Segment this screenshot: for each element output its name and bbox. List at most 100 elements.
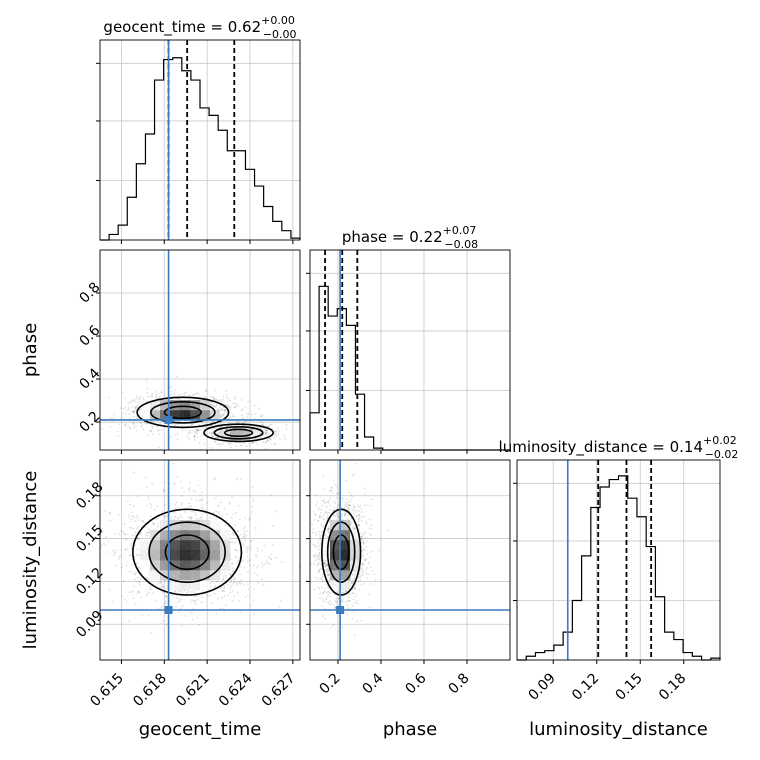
- sample-point: [175, 606, 178, 608]
- sample-point: [203, 396, 206, 399]
- sample-point: [262, 583, 265, 586]
- sample-point: [150, 631, 153, 634]
- sample-point: [175, 597, 178, 600]
- sample-point: [127, 406, 130, 409]
- sample-point: [124, 425, 127, 428]
- sample-point: [199, 429, 202, 432]
- contour-line: [132, 508, 243, 596]
- sample-point: [362, 542, 365, 545]
- sample-point: [322, 525, 325, 528]
- sample-point: [332, 624, 335, 626]
- sample-point: [223, 410, 226, 413]
- sample-point: [158, 446, 161, 449]
- sample-point: [183, 615, 186, 617]
- sample-point: [132, 471, 135, 474]
- sample-point: [361, 556, 363, 559]
- sample-point: [232, 531, 234, 534]
- sample-point: [320, 568, 323, 571]
- sample-point: [341, 496, 344, 499]
- sample-point: [195, 432, 198, 435]
- sample-point: [132, 528, 135, 530]
- sample-point: [147, 591, 150, 594]
- sample-point: [358, 515, 360, 517]
- sample-point: [123, 523, 126, 525]
- sample-point: [244, 406, 247, 408]
- sample-point: [120, 595, 123, 598]
- axes-frame: [99, 249, 301, 451]
- sample-point: [325, 591, 328, 594]
- sample-point: [231, 413, 234, 416]
- sample-point: [269, 423, 271, 426]
- sample-point: [221, 413, 224, 416]
- sample-point: [361, 532, 364, 535]
- density-cell: [340, 570, 351, 581]
- sample-point: [243, 584, 246, 586]
- sample-point: [329, 591, 332, 594]
- sample-point: [227, 442, 230, 444]
- sample-point: [322, 499, 325, 502]
- sample-point: [228, 405, 230, 408]
- sample-point: [228, 572, 231, 575]
- sample-point: [162, 489, 165, 492]
- sample-point: [358, 517, 361, 520]
- density-cell: [170, 410, 181, 421]
- sample-point: [370, 498, 373, 501]
- sample-point: [235, 421, 238, 424]
- sample-point: [318, 548, 321, 551]
- sample-point: [247, 413, 250, 415]
- density-cell: [180, 560, 191, 571]
- sample-point: [172, 511, 174, 514]
- sample-point: [150, 393, 153, 396]
- sample-point: [261, 414, 264, 417]
- sample-point: [128, 570, 131, 573]
- sample-point: [351, 579, 354, 582]
- axes-frame: [99, 459, 301, 661]
- sample-point: [321, 516, 323, 518]
- sample-point: [122, 530, 125, 533]
- sample-point: [197, 428, 199, 431]
- sample-point: [318, 555, 320, 557]
- sample-point: [324, 600, 327, 603]
- sample-point: [150, 504, 153, 507]
- sample-point: [162, 586, 165, 589]
- sample-point: [132, 421, 135, 424]
- sample-point: [213, 592, 216, 595]
- sample-point: [333, 604, 335, 607]
- sample-point: [131, 405, 134, 408]
- sample-point: [136, 525, 139, 528]
- sample-point: [194, 428, 197, 430]
- sample-point: [165, 623, 168, 626]
- sample-point: [363, 516, 366, 518]
- sample-point: [320, 523, 323, 526]
- sample-point: [215, 612, 218, 615]
- sample-point: [237, 581, 240, 584]
- sample-point: [174, 590, 177, 593]
- sample-point: [314, 559, 317, 562]
- sample-point: [135, 554, 138, 557]
- sample-point: [364, 493, 367, 495]
- sample-point: [176, 438, 179, 441]
- x-tick-label: 0.6: [403, 670, 430, 697]
- sample-point: [323, 590, 326, 593]
- sample-point: [149, 515, 152, 518]
- sample-point: [354, 569, 357, 572]
- sample-point: [222, 578, 224, 581]
- sample-point: [256, 443, 259, 446]
- sample-point: [191, 510, 193, 513]
- sample-point: [235, 582, 238, 584]
- sample-point: [326, 512, 329, 515]
- density-cell: [200, 540, 211, 551]
- sample-point: [314, 531, 317, 534]
- sample-point: [235, 556, 238, 559]
- sample-point: [326, 570, 329, 573]
- sample-point: [219, 586, 222, 589]
- sample-point: [329, 595, 332, 598]
- sample-point: [331, 490, 333, 493]
- sample-point: [345, 502, 348, 505]
- sample-point: [136, 417, 139, 419]
- sample-point: [195, 499, 198, 501]
- density-cell: [190, 560, 201, 571]
- sample-point: [165, 587, 168, 590]
- sample-point: [128, 408, 130, 411]
- sample-point: [71, 495, 73, 497]
